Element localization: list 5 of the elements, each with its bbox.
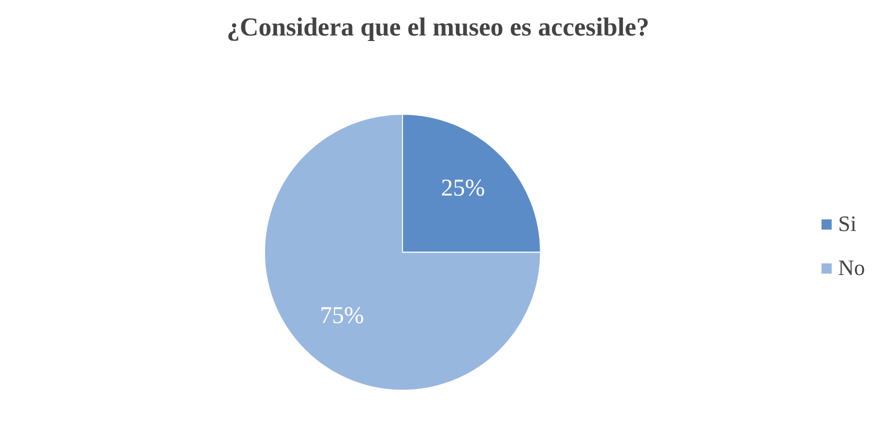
chart-title: ¿Considera que el museo es accesible? [226,12,650,42]
legend-label: No [838,255,865,281]
data-label: 25% [441,176,486,202]
legend-label: Si [838,211,858,237]
data-label: 75% [320,302,364,329]
